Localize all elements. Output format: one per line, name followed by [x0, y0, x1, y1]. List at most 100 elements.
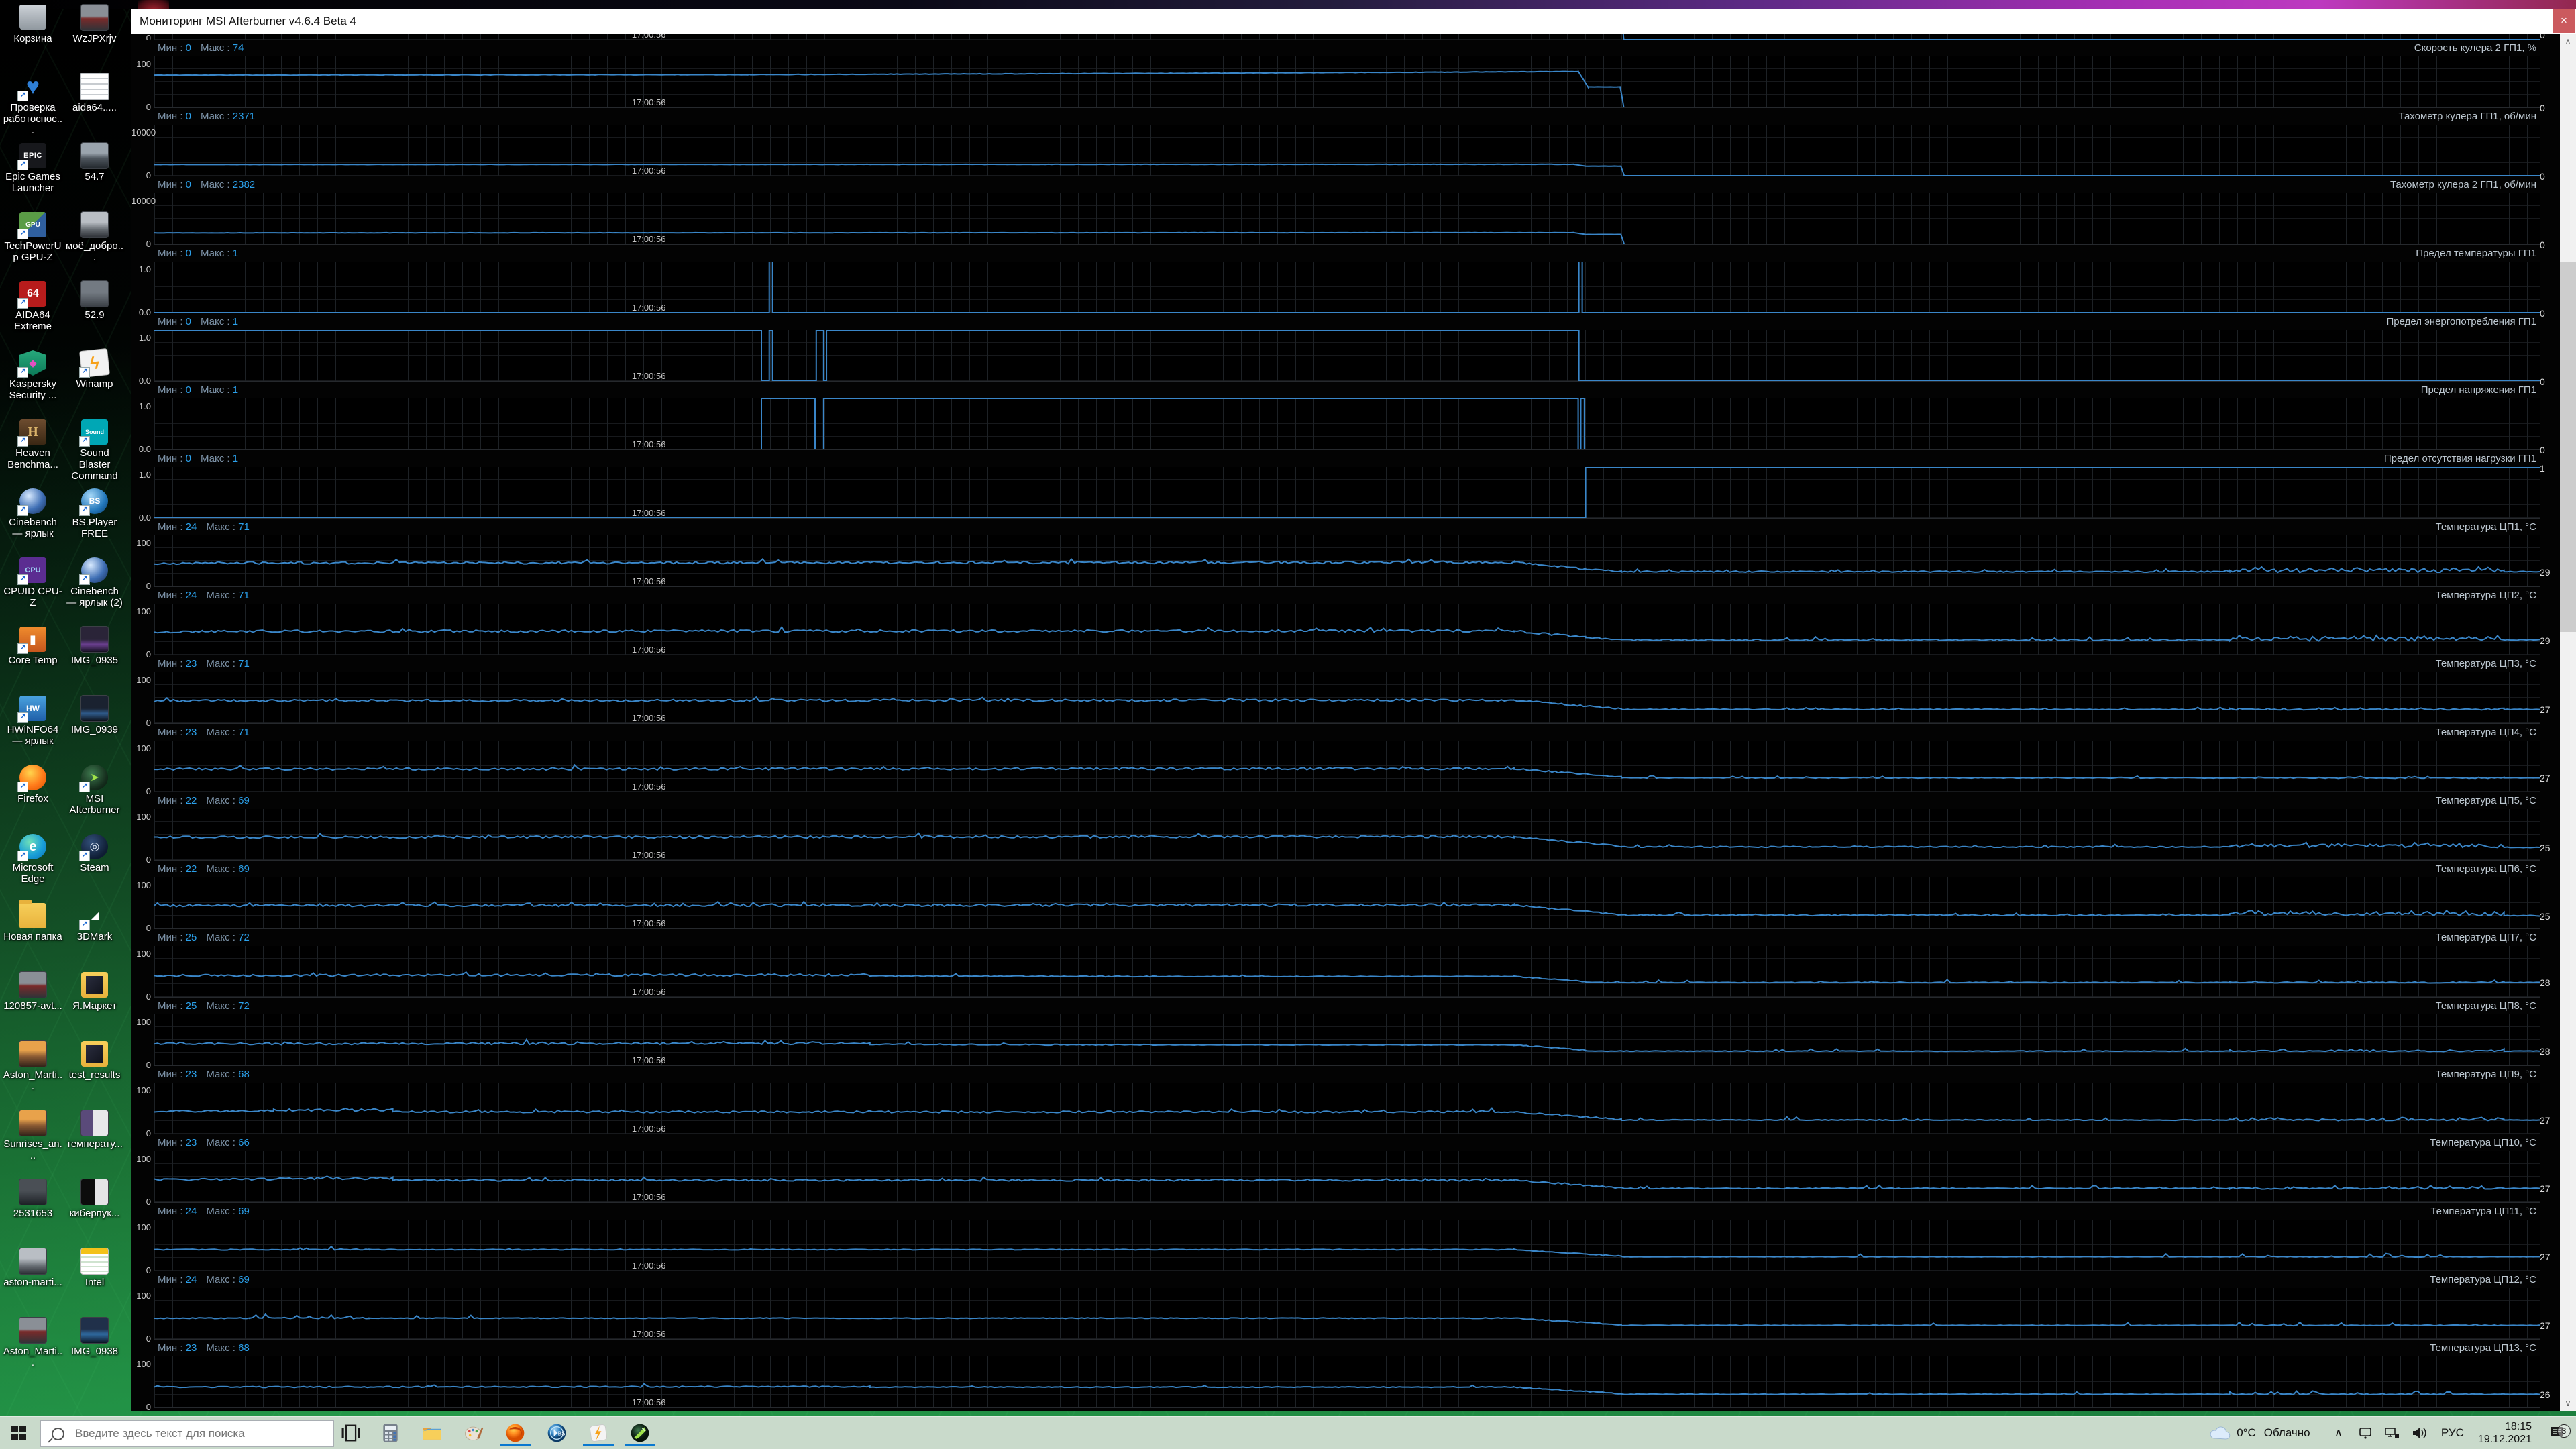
- desktop-icon[interactable]: 120857-avt...: [3, 971, 63, 1012]
- desktop-icon[interactable]: ➤ ↗ MSI Afterburner: [64, 764, 125, 816]
- ph-icon: [80, 211, 109, 238]
- graph-header: Мин : 24 Макс : 71 Температура ЦП1, °C: [154, 519, 2540, 535]
- desktop-icon[interactable]: Корзина: [3, 4, 63, 44]
- shortcut-arrow-icon: ↗: [79, 782, 90, 792]
- max-word: Макс :: [206, 590, 239, 601]
- desktop-icon[interactable]: Sunrises_an...: [3, 1110, 63, 1161]
- min-value: 0: [185, 316, 192, 327]
- desktop-icon[interactable]: Я.Маркет: [64, 971, 125, 1012]
- desktop-icon[interactable]: Aston_Marti...: [3, 1040, 63, 1092]
- desktop-icon[interactable]: IMG_0939: [64, 695, 125, 735]
- ph-icon: [80, 1317, 109, 1344]
- network[interactable]: [2379, 1417, 2406, 1449]
- desktop-icon[interactable]: aston-marti...: [3, 1248, 63, 1288]
- graph-header: Мин : 23 Макс : 68 Температура ЦП9, °C: [154, 1066, 2540, 1083]
- desktop-icon[interactable]: ♥ ↗ Проверка работоспос...: [3, 73, 63, 137]
- max-word: Макс :: [206, 658, 239, 669]
- desktop-icon[interactable]: HW ↗ HWiNFO64 — ярлык: [3, 695, 63, 747]
- task-view-button[interactable]: [339, 1422, 362, 1444]
- action-center[interactable]: 3: [2538, 1417, 2576, 1449]
- plot-area: 17:00:56: [154, 672, 2540, 724]
- desktop-icon[interactable]: ▮ ↗ Core Temp: [3, 626, 63, 666]
- desktop-icon[interactable]: CPU ↗ CPUID CPU-Z: [3, 557, 63, 608]
- max-value: 1: [232, 453, 239, 464]
- afterburner-icon: [631, 1424, 649, 1442]
- taskbar-app-paint[interactable]: [459, 1419, 488, 1446]
- cast-device[interactable]: [2352, 1417, 2379, 1449]
- taskbar-app-calculator[interactable]: [376, 1419, 405, 1446]
- desktop-icon[interactable]: test_results: [64, 1040, 125, 1081]
- axis-max-label: 10000: [131, 127, 156, 138]
- desktop-icon[interactable]: aida64.....: [64, 73, 125, 113]
- doc-icon: [80, 73, 109, 100]
- desktop-icon[interactable]: e ↗ Microsoft Edge: [3, 833, 63, 885]
- desktop-icon[interactable]: ↗ Cinebench — ярлык: [3, 488, 63, 539]
- desktop-icon[interactable]: H ↗ Heaven Benchma...: [3, 419, 63, 470]
- hidden-icons-chevron[interactable]: ∧: [2325, 1417, 2352, 1449]
- time-marker-label: 17:00:56: [631, 97, 666, 107]
- chevron-up-icon: ∧: [2334, 1426, 2343, 1439]
- max-word: Макс :: [206, 727, 239, 738]
- shortcut-arrow-icon: ↗: [17, 782, 28, 792]
- desktop-icon[interactable]: Новая папка: [3, 900, 63, 943]
- close-button[interactable]: ×: [2553, 9, 2575, 33]
- desktop-icon[interactable]: WzJPXrjv: [64, 4, 125, 44]
- taskbar-app-winamp[interactable]: [583, 1419, 614, 1446]
- volume[interactable]: [2406, 1417, 2434, 1449]
- clock[interactable]: 18:15 19.12.2021: [2478, 1420, 2532, 1446]
- desktop-icon[interactable]: Aston_Marti...: [3, 1317, 63, 1368]
- max-word: Макс :: [201, 384, 233, 396]
- min-word: Мин :: [158, 863, 186, 875]
- desktop-icon[interactable]: BS ↗ BS.Player FREE: [64, 488, 125, 539]
- desktop-icon[interactable]: 2531653: [3, 1179, 63, 1219]
- desktop-icon[interactable]: EPIC ↗ Epic Games Launcher: [3, 142, 63, 194]
- weather-widget[interactable]: 0°C Облачно: [2194, 1417, 2325, 1449]
- plot-area: 17:00:56: [154, 877, 2540, 929]
- minmax-label: Мин : 0 Макс : 2371: [158, 111, 264, 122]
- taskbar-search[interactable]: [40, 1420, 334, 1447]
- desktop-icon[interactable]: киберпук...: [64, 1179, 125, 1219]
- desktop-icon[interactable]: ↗ Firefox: [3, 764, 63, 804]
- taskbar-app-explorer[interactable]: [417, 1419, 447, 1446]
- scroll-up-icon[interactable]: ∧: [2565, 36, 2571, 46]
- min-word: Мин :: [158, 248, 186, 259]
- graph-header: Мин : 0 Макс : 1 Предел температуры ГП1: [154, 245, 2540, 262]
- current-value: 26: [2540, 1389, 2551, 1400]
- desktop-icon-label: 2531653: [13, 1208, 53, 1219]
- desktop-icon[interactable]: IMG_0938: [64, 1317, 125, 1357]
- min-word: Мин :: [158, 1000, 186, 1012]
- taskbar-app-afterburner[interactable]: [625, 1419, 655, 1446]
- axis-max-label: 100: [136, 1154, 151, 1164]
- axis-min-label: 0: [146, 786, 151, 796]
- desktop-icon[interactable]: IMG_0935: [64, 626, 125, 666]
- desktop-icon[interactable]: ◢ ↗ 3DMark: [64, 902, 125, 943]
- taskbar-app-bsplayer[interactable]: BS: [542, 1419, 572, 1446]
- desktop-icon[interactable]: температу...: [64, 1110, 125, 1150]
- taskbar-app-firefox[interactable]: [500, 1419, 531, 1446]
- desktop-icon[interactable]: 54.7: [64, 142, 125, 182]
- window-titlebar[interactable]: Мониторинг MSI Afterburner v4.6.4 Beta 4…: [131, 9, 2576, 34]
- desktop-icon[interactable]: 52.9: [64, 280, 125, 321]
- start-button[interactable]: [0, 1417, 38, 1449]
- desktop-icon[interactable]: моё_добро...: [64, 211, 125, 263]
- plot-area: 17:00:56: [154, 946, 2540, 998]
- desktop-icon[interactable]: ◆ ↗ Kaspersky Security ...: [3, 350, 63, 401]
- desktop-icon[interactable]: GPU ↗ TechPowerUp GPU-Z: [3, 211, 63, 263]
- desktop-icon[interactable]: Intel: [64, 1248, 125, 1288]
- min-word: Мин :: [158, 316, 186, 327]
- heaven-icon: H ↗: [17, 419, 47, 447]
- search-input[interactable]: [74, 1426, 333, 1441]
- desktop-icon[interactable]: ϟ ↗ Winamp: [64, 347, 125, 390]
- graph-name: Тахометр кулера 2 ГП1, об/мин: [2390, 179, 2536, 191]
- desktop-icon[interactable]: ◎ ↗ Steam: [64, 833, 125, 873]
- vertical-scrollbar[interactable]: ∧ ∨: [2560, 34, 2576, 1411]
- desktop-icon[interactable]: Sound ↗ Sound Blaster Command: [64, 419, 125, 482]
- scroll-down-icon[interactable]: ∨: [2565, 1398, 2571, 1408]
- current-value: 0: [2540, 239, 2545, 250]
- desktop-icon[interactable]: 64 ↗ AIDA64 Extreme: [3, 280, 63, 332]
- desktop-icon[interactable]: ↗ Cinebench — ярлык (2): [64, 557, 125, 608]
- language-indicator[interactable]: РУС: [2434, 1417, 2471, 1449]
- icon-art: [19, 1248, 47, 1275]
- scrollbar-thumb[interactable]: [2560, 262, 2576, 632]
- min-word: Мин :: [158, 727, 186, 738]
